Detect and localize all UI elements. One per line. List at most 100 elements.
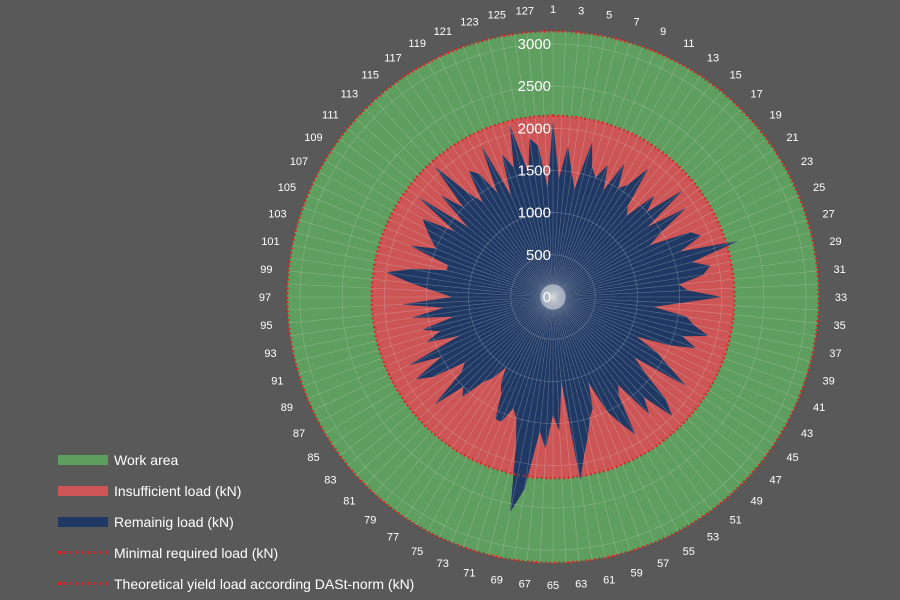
grid-spoke: [404, 75, 554, 298]
grid-spoke: [500, 36, 554, 298]
grid-spoke: [347, 296, 554, 466]
grid-spoke: [552, 128, 759, 298]
category-label: 63: [575, 579, 587, 591]
category-label: 93: [264, 348, 276, 360]
grid-spoke: [355, 118, 554, 298]
category-label: 89: [281, 402, 293, 414]
category-label: 21: [786, 132, 798, 144]
category-label: 55: [683, 546, 695, 558]
grid-spoke: [552, 296, 794, 411]
grid-spoke: [552, 296, 580, 562]
grid-spoke: [294, 296, 554, 362]
category-label: 107: [290, 156, 308, 168]
category-label: 33: [835, 292, 847, 304]
grid-ring: [510, 254, 596, 340]
grid-spoke: [552, 51, 656, 298]
grid-ring: [426, 170, 680, 424]
category-label: 51: [730, 515, 742, 527]
legend-item-theoretical-yield-load: Theoretical yield load according DASt-no…: [58, 568, 414, 599]
grid-spoke: [552, 296, 593, 561]
category-label: 85: [307, 452, 319, 464]
grid-spoke: [552, 296, 767, 456]
category-label: 117: [384, 53, 402, 65]
grid-spoke: [384, 296, 554, 503]
grid-spoke: [552, 296, 722, 503]
grid-spoke: [513, 296, 554, 561]
grid-spoke: [552, 296, 656, 543]
grid-spoke: [552, 296, 819, 311]
category-label: 105: [278, 182, 296, 194]
grid-spoke: [552, 68, 690, 298]
grid-ring: [383, 127, 723, 467]
grid-spoke: [312, 183, 554, 298]
grid-spoke: [298, 219, 554, 298]
grid-spoke: [552, 38, 618, 298]
grid-spoke: [526, 296, 554, 562]
grid-spoke: [427, 296, 554, 532]
grid-spoke: [488, 296, 554, 556]
radial-tick-label: 3000: [518, 36, 551, 53]
grid-spoke: [355, 296, 554, 476]
grid-spoke: [552, 83, 712, 298]
category-label: 115: [362, 69, 380, 81]
grid-spoke: [539, 31, 554, 298]
grid-spoke: [552, 138, 767, 298]
legend-item-insufficient-load: Insufficient load (kN): [58, 475, 414, 506]
category-label: 25: [813, 182, 825, 194]
category-label: 75: [411, 546, 423, 558]
grid-spoke: [552, 257, 817, 298]
grid-spoke: [552, 31, 567, 298]
grid-spoke: [302, 207, 554, 298]
grid-spoke: [416, 296, 554, 526]
grid-spoke: [513, 33, 554, 298]
remaining-load-fill: [386, 119, 739, 513]
legend-label: Minimal required load (kN): [114, 544, 279, 561]
grid-spoke: [289, 257, 554, 298]
grid-spoke: [307, 194, 554, 298]
grid-spoke: [552, 108, 742, 298]
theoretical-yield-load-line: [285, 29, 821, 565]
category-label: 123: [460, 16, 478, 28]
grid-spoke: [526, 32, 554, 298]
category-label: 41: [813, 402, 825, 414]
category-label: 77: [387, 532, 399, 544]
grid-spoke: [552, 62, 679, 298]
category-label: 99: [260, 264, 272, 276]
grid-spoke: [552, 296, 643, 548]
grid-spoke: [552, 296, 742, 486]
category-label: 65: [547, 580, 559, 592]
grid-spoke: [302, 296, 554, 387]
grid-spoke: [339, 296, 554, 456]
grid-spoke: [292, 244, 554, 298]
inner-hub: [540, 284, 566, 310]
grid-spoke: [324, 160, 554, 298]
grid-spoke: [552, 183, 794, 298]
grid-spoke: [364, 108, 554, 298]
category-label: 111: [322, 109, 339, 121]
grid-spoke: [463, 46, 554, 298]
grid-spoke: [552, 296, 812, 362]
grid-spoke: [439, 56, 554, 298]
category-label: 53: [707, 532, 719, 544]
legend-swatch-remaining-load: [58, 516, 108, 527]
category-label: 1: [550, 4, 556, 16]
category-label: 31: [833, 264, 845, 276]
legend-item-minimal-required-load: Minimal required load (kN): [58, 537, 414, 568]
grid-spoke: [331, 296, 554, 446]
category-label: 101: [261, 236, 279, 248]
radial-tick-label: 2500: [518, 78, 551, 95]
legend-item-work-area: Work area: [58, 444, 414, 475]
grid-spoke: [294, 232, 554, 298]
grid-spoke: [552, 194, 799, 298]
grid-ring: [468, 212, 638, 382]
legend-label: Theoretical yield load according DASt-no…: [114, 575, 415, 592]
grid-spoke: [552, 296, 606, 558]
grid-ring: [299, 43, 807, 551]
category-label: 81: [343, 496, 355, 508]
category-label: 61: [603, 575, 615, 587]
category-label: 35: [833, 320, 845, 332]
grid-spoke: [552, 296, 667, 538]
category-label: 59: [630, 568, 642, 580]
grid-spoke: [318, 171, 554, 298]
